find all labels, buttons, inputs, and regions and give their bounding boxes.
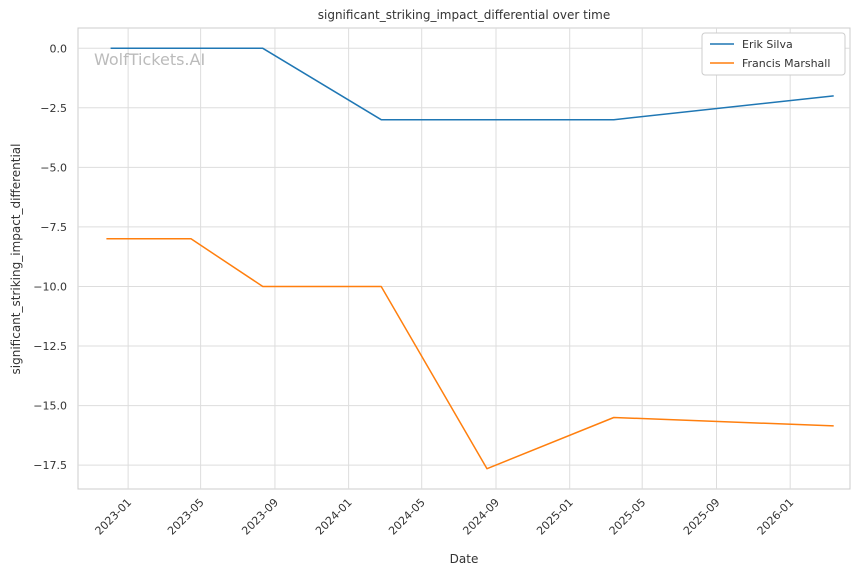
y-tick-label: −7.5: [40, 221, 67, 234]
x-gridlines: [127, 28, 791, 489]
x-tick-label: 2025-09: [681, 496, 723, 538]
y-tick-label: −15.0: [33, 400, 67, 413]
x-axis-label: Date: [450, 552, 479, 566]
y-tick-label: −17.5: [33, 459, 67, 472]
series-line-francis-marshall: [106, 238, 834, 470]
watermark: WolfTickets.AI: [94, 50, 205, 69]
legend: Erik Silva Francis Marshall: [701, 32, 846, 76]
legend-box: [701, 32, 846, 76]
y-axis-label: significant_striking_impact_differential: [9, 144, 23, 375]
x-tick-label: 2024-05: [386, 496, 428, 538]
y-tick-label: −10.0: [33, 280, 67, 293]
legend-label-erik-silva: Erik Silva: [742, 38, 793, 51]
x-tick-label: 2024-01: [313, 496, 355, 538]
x-tick-label: 2025-05: [607, 496, 649, 538]
x-axis-ticks: 2023-01 2023-05 2023-09 2024-01 2024-05 2024-…: [93, 496, 797, 538]
x-tick-label: 2023-05: [165, 496, 207, 538]
y-tick-label: −12.5: [33, 340, 67, 353]
x-tick-label: 2025-01: [534, 496, 576, 538]
x-tick-label: 2024-09: [460, 496, 502, 538]
plot-area: [77, 27, 851, 490]
series-layer: [106, 47, 834, 470]
x-tick-label: 2026-01: [755, 496, 797, 538]
y-tick-label: 0.0: [50, 42, 68, 55]
x-tick-label: 2023-09: [239, 496, 281, 538]
y-tick-label: −5.0: [40, 161, 67, 174]
legend-label-francis-marshall: Francis Marshall: [742, 57, 830, 70]
y-axis-ticks: 0.0 −2.5 −5.0 −7.5 −10.0 −12.5 −15.0 −17.5: [33, 42, 67, 472]
chart-title: significant_striking_impact_differential…: [318, 8, 610, 22]
y-tick-label: −2.5: [40, 102, 67, 115]
series-line-erik-silva: [110, 47, 834, 121]
x-tick-label: 2023-01: [93, 496, 135, 538]
